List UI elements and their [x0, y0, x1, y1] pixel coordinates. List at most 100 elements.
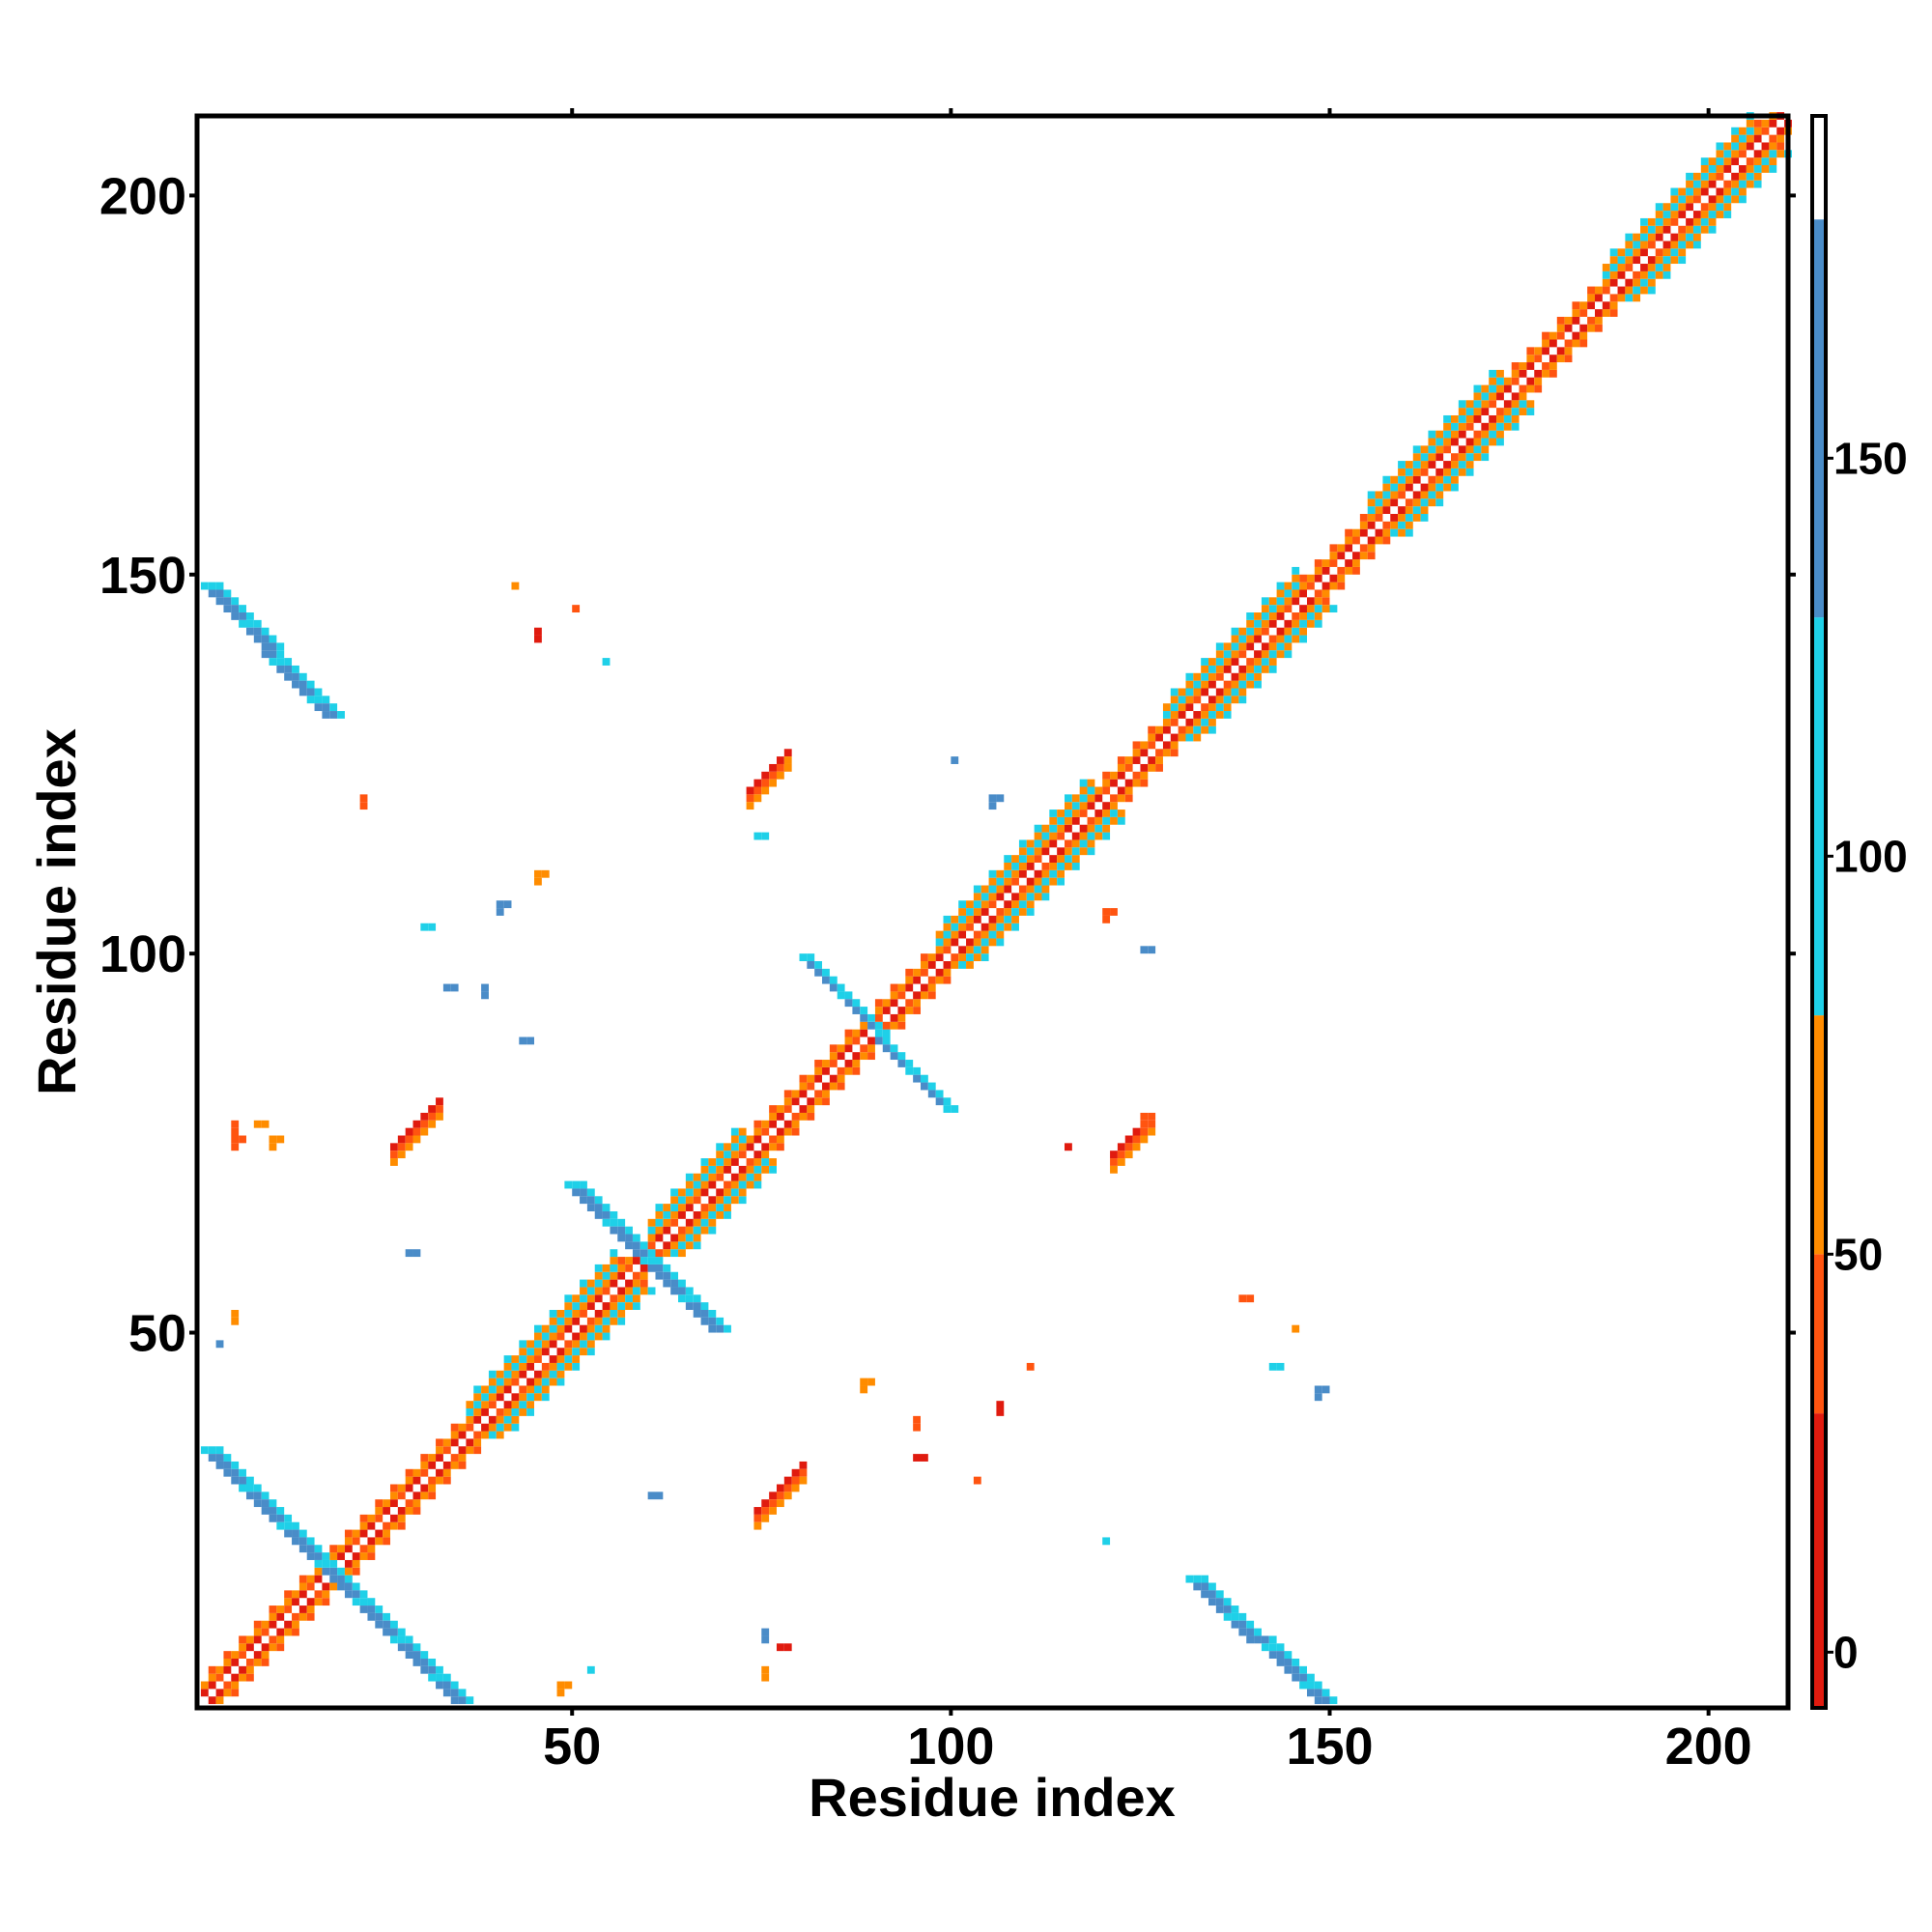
heatmap-cell [1140, 749, 1149, 757]
heatmap-cell [420, 1461, 429, 1469]
heatmap-cell [1231, 658, 1239, 666]
heatmap-cell [1655, 270, 1663, 279]
heatmap-cell [1678, 256, 1687, 265]
heatmap-cell [625, 1234, 633, 1242]
heatmap-cell [860, 1378, 868, 1386]
heatmap-cell [1473, 445, 1482, 454]
heatmap-cell [292, 1620, 299, 1629]
heatmap-cell [1071, 794, 1080, 803]
heatmap-cell [1428, 453, 1436, 462]
heatmap-cell [580, 1340, 587, 1349]
heatmap-cell [231, 1468, 240, 1477]
heatmap-cell [1254, 627, 1262, 636]
heatmap-cell [1215, 696, 1224, 704]
heatmap-cell [966, 915, 974, 923]
heatmap-cell [564, 1180, 573, 1189]
heatmap-cell [405, 1499, 413, 1508]
heatmap-cell [663, 1249, 671, 1258]
heatmap-cell [1678, 225, 1687, 234]
heatmap-cell [1731, 157, 1740, 166]
heatmap-cell [1450, 430, 1459, 439]
heatmap-cell [1746, 180, 1754, 188]
heatmap-cell [1065, 847, 1072, 856]
heatmap-cell [223, 1658, 232, 1666]
heatmap-cell [1473, 438, 1482, 446]
heatmap-cell [708, 1196, 717, 1205]
heatmap-cell [1458, 453, 1466, 462]
heatmap-cell [580, 1279, 587, 1288]
heatmap-cell [1716, 211, 1724, 218]
heatmap-cell [966, 908, 974, 916]
heatmap-cell [996, 930, 1005, 939]
heatmap-cell [708, 1210, 717, 1219]
heatmap-cell [1640, 278, 1648, 287]
heatmap-cell [1321, 1689, 1330, 1697]
heatmap-cell [1201, 711, 1209, 719]
heatmap-cell [284, 1521, 293, 1530]
heatmap-cell [678, 1204, 686, 1211]
heatmap-cell [367, 1521, 376, 1530]
heatmap-cell [1609, 294, 1618, 302]
heatmap-cell [1124, 1135, 1133, 1144]
heatmap-cell [913, 991, 921, 1000]
heatmap-cell [1761, 150, 1770, 158]
heatmap-cell [602, 1324, 611, 1333]
heatmap-cell [776, 1484, 784, 1492]
heatmap-cell [905, 1007, 914, 1014]
heatmap-cell [367, 1545, 376, 1553]
heatmap-cell [458, 1423, 467, 1432]
heatmap-cell [534, 1393, 542, 1402]
heatmap-cell [678, 1188, 686, 1197]
heatmap-cell [556, 1355, 565, 1363]
heatmap-cell [1215, 672, 1224, 681]
heatmap-cell [753, 1135, 762, 1144]
heatmap-cell [1542, 339, 1549, 348]
heatmap-cell [359, 1552, 368, 1560]
heatmap-cell [223, 1468, 232, 1477]
heatmap-cell [1026, 908, 1035, 916]
heatmap-cell [519, 1370, 527, 1378]
heatmap-cell [761, 1673, 770, 1682]
heatmap-cell [799, 1112, 808, 1121]
heatmap-cell [1284, 650, 1293, 659]
heatmap-cell [1670, 256, 1679, 265]
heatmap-cell [655, 1210, 664, 1219]
heatmap-cell [663, 1226, 671, 1235]
heatmap-cell [420, 1468, 429, 1477]
heatmap-cell [405, 1476, 413, 1485]
heatmap-cell [738, 1127, 747, 1136]
heatmap-cell [314, 1552, 323, 1560]
heatmap-cell [610, 1294, 618, 1303]
heatmap-cell [352, 1559, 360, 1568]
heatmap-cell [389, 1628, 398, 1636]
heatmap-cell [1299, 619, 1307, 628]
heatmap-cell [239, 1468, 246, 1477]
heatmap-cell [791, 1112, 800, 1121]
heatmap-cell [1004, 855, 1012, 863]
heatmap-cell [1223, 696, 1232, 704]
heatmap-cell [632, 1302, 640, 1310]
heatmap-cell [1314, 1681, 1322, 1690]
heatmap-cell [716, 1158, 724, 1166]
heatmap-cell [1124, 1151, 1133, 1159]
heatmap-cell [450, 1461, 459, 1469]
heatmap-cell [678, 1287, 686, 1295]
heatmap-cell [1208, 696, 1216, 704]
heatmap-cell [1443, 461, 1451, 469]
heatmap-cell [253, 619, 262, 628]
heatmap-cell [1473, 392, 1482, 401]
heatmap-cell [1223, 658, 1232, 666]
heatmap-cell [586, 1302, 595, 1310]
heatmap-cell [276, 1521, 285, 1530]
heatmap-cell [1057, 816, 1065, 825]
heatmap-cell [253, 1658, 262, 1666]
heatmap-cell [1633, 286, 1641, 295]
heatmap-cell [1489, 400, 1497, 409]
heatmap-cell [655, 1249, 664, 1258]
heatmap-cell [383, 1521, 390, 1530]
heatmap-cell [556, 1324, 565, 1333]
heatmap-cell [1170, 741, 1179, 750]
heatmap-cell [526, 1408, 534, 1416]
heatmap-cell [511, 1415, 520, 1424]
heatmap-cell [738, 1180, 747, 1189]
